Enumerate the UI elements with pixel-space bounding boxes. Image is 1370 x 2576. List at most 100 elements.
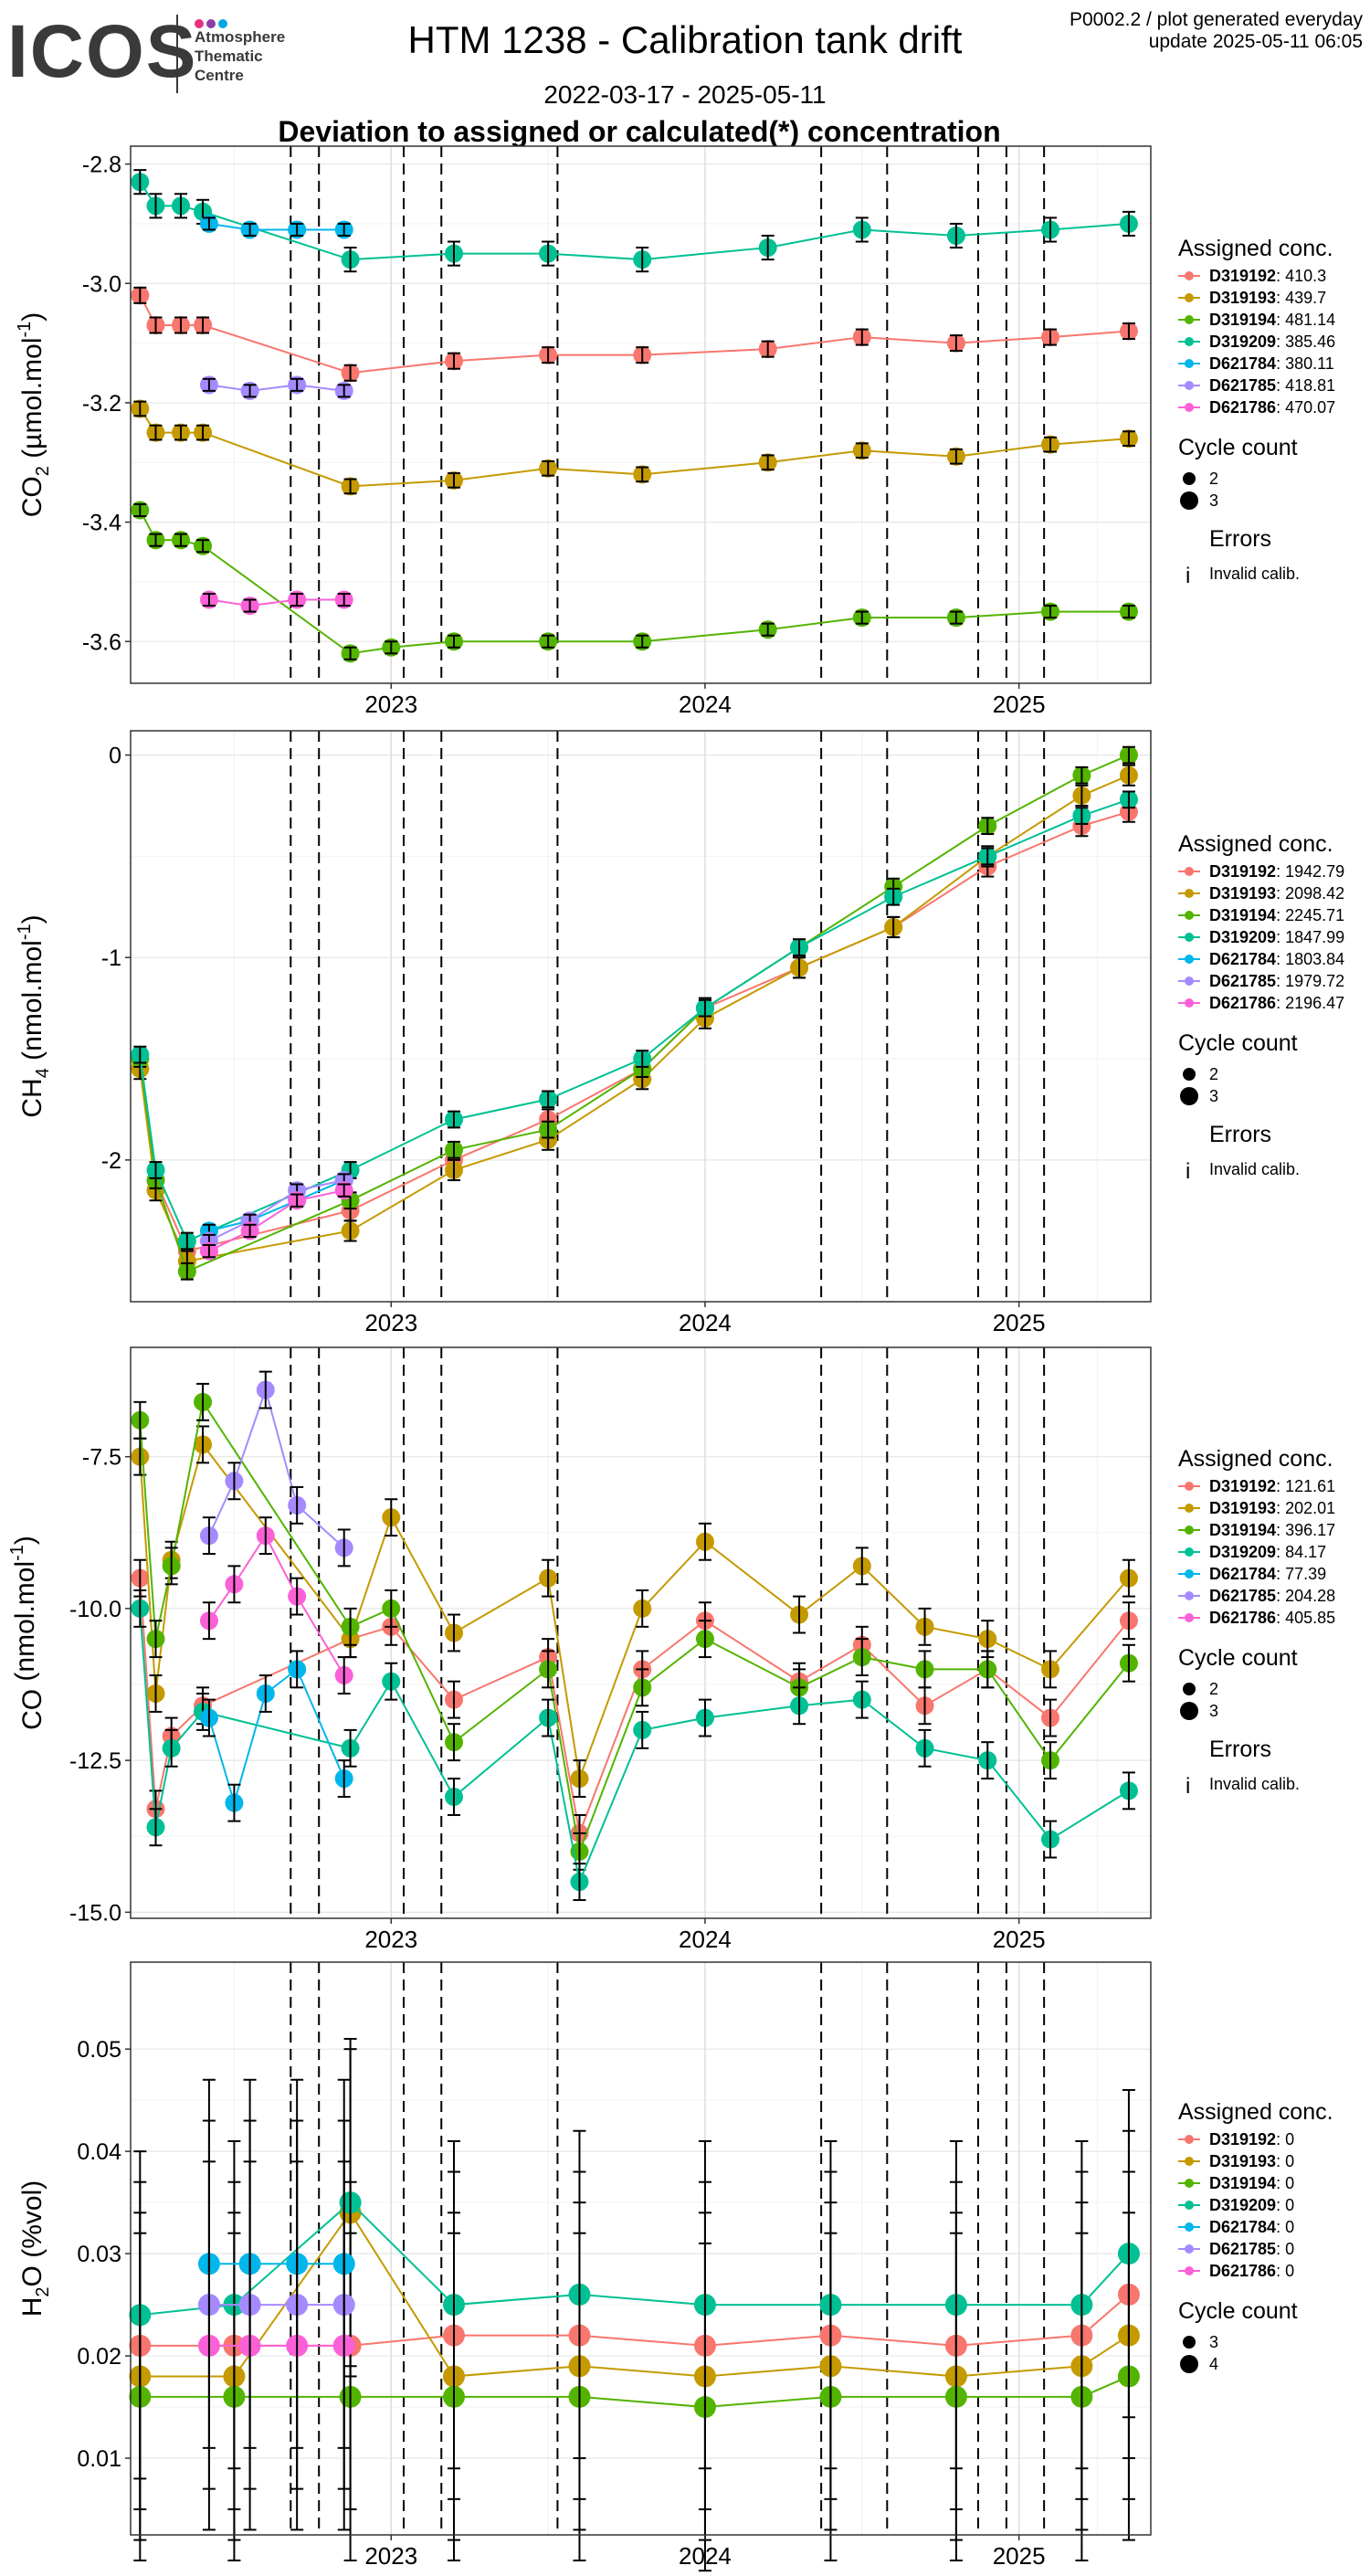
legend-key-point (1185, 911, 1194, 920)
legend-title: Assigned conc. (1178, 236, 1333, 261)
y-tick-label: -12.5 (69, 1748, 121, 1774)
legend-entry-value: : 396.17 (1276, 1521, 1335, 1539)
legend-entry-id: D319193 (1209, 289, 1276, 307)
legend-key-point (1185, 2244, 1194, 2254)
legend-size-label: 2 (1209, 470, 1218, 488)
legend-entry-value: : 0 (1276, 2262, 1294, 2280)
legend-entry-value: : 204.28 (1276, 1587, 1335, 1605)
y-axis-label-part: CO (17, 1689, 47, 1730)
legend-entry: D319193: 0 (1209, 2152, 1294, 2170)
legend-entry-value: : 1979.72 (1276, 972, 1344, 990)
y-axis-label: CO2 (µmol.mol-1) (15, 312, 53, 518)
y-tick-label: 0.02 (77, 2344, 121, 2370)
y-axis-label-part: -1 (15, 322, 35, 338)
series-D621786 (197, 2160, 355, 2531)
y-tick-label: 0.03 (77, 2242, 121, 2267)
logo-dot-blue (218, 19, 227, 28)
legend-entry-id: D319209 (1209, 928, 1276, 946)
y-axis-label-part: 2 (33, 466, 53, 476)
y-axis-label-part: ) (17, 312, 47, 322)
logo-subtitle-line: Atmosphere (195, 28, 286, 46)
legend-title: Assigned conc. (1178, 831, 1333, 857)
legend-entry-value: : 439.7 (1276, 289, 1326, 307)
x-tick-label: 2024 (679, 1309, 732, 1336)
legend-size-key (1183, 2336, 1196, 2349)
legend-key-point (1185, 2222, 1194, 2232)
legend-entry-value: : 380.11 (1276, 354, 1334, 373)
legend-entry-id: D319194 (1209, 311, 1276, 329)
plot-meta: P0002.2 / plot generated everyday update… (1070, 9, 1363, 53)
y-tick-label: 0.05 (77, 2037, 121, 2063)
legend-entry: D319209: 84.17 (1209, 1543, 1326, 1561)
legend-title: Errors (1209, 526, 1271, 552)
y-axis-label-part: CO (17, 476, 47, 517)
legend-title: Cycle count (1178, 1030, 1298, 1056)
legend-entry-id: D621786 (1209, 2262, 1276, 2280)
series-D621786 (199, 1181, 353, 1261)
y-axis-label-part: 4 (33, 1068, 53, 1078)
legend-key-point (1185, 2135, 1194, 2144)
legend-entry-id: D319209 (1209, 1543, 1276, 1561)
logo-subtitle-line: Thematic (195, 48, 263, 65)
legend-size-key (1180, 1702, 1198, 1720)
legend-entry: D319209: 1847.99 (1209, 928, 1344, 946)
legend-entry: D319192: 0 (1209, 2130, 1294, 2148)
legend-size-key (1180, 491, 1198, 510)
legend-entry: D621784: 1803.84 (1209, 950, 1344, 968)
legend-entry: D319192: 121.61 (1209, 1477, 1335, 1495)
legend-entry: D621786: 0 (1209, 2262, 1294, 2280)
legend-key-point (1185, 933, 1194, 942)
series-line (208, 1189, 344, 1252)
legend-error-label: Invalid calib. (1209, 1775, 1300, 1793)
legend-entry-id: D621785 (1209, 2240, 1276, 2258)
series-D319194 (131, 501, 1138, 663)
y-tick-label: -7.5 (82, 1445, 121, 1471)
legend-entry-id: D621784 (1209, 950, 1276, 968)
legend-key-point (1185, 1547, 1194, 1557)
legend-title: Cycle count (1178, 1645, 1298, 1671)
icos-logo: ICOS (7, 10, 198, 93)
y-axis-label-part: H (17, 2297, 47, 2317)
legend-size-label: 2 (1209, 1680, 1218, 1698)
legend-entry: D319194: 396.17 (1209, 1521, 1335, 1539)
legend-title: Assigned conc. (1178, 2099, 1333, 2125)
legend-key-point (1185, 2266, 1194, 2275)
x-tick-label: 2023 (364, 2542, 417, 2570)
y-tick-label: -3.4 (82, 511, 121, 536)
legend-key-point (1185, 1591, 1194, 1600)
legend-entry: D621784: 380.11 (1209, 354, 1334, 373)
legend-entry: D319193: 202.01 (1209, 1499, 1335, 1517)
legend-entry-id: D319194 (1209, 1521, 1276, 1539)
series-line (140, 2211, 1130, 2378)
y-axis-label-part: 2 (33, 2286, 53, 2296)
x-tick-label: 2023 (364, 1926, 417, 1953)
legend-size-key (1183, 1068, 1196, 1081)
legend-error-label: Invalid calib. (1209, 565, 1300, 583)
y-tick-label: -1 (101, 945, 121, 971)
panel-background (131, 1347, 1151, 1918)
legend-key-point (1185, 359, 1194, 368)
series-D319209 (129, 2037, 1140, 2480)
series-line (140, 2375, 1130, 2409)
legend-entry-value: : 1847.99 (1276, 928, 1344, 946)
legend-entry: D319194: 481.14 (1209, 311, 1335, 329)
legend-entry-id: D319209 (1209, 333, 1276, 351)
logo-dot-purple (206, 19, 216, 28)
legend-key-point (1185, 293, 1194, 302)
legend-key-point (1185, 867, 1194, 876)
legend-entry-value: : 385.46 (1276, 333, 1335, 351)
series-line (208, 1179, 344, 1242)
legend-key-point (1185, 337, 1194, 346)
legend-entry-value: : 1803.84 (1276, 950, 1344, 968)
legend-entry-id: D319192 (1209, 862, 1276, 881)
series-line (140, 2201, 1130, 2317)
series-D621786 (199, 590, 353, 616)
panel-frame (130, 145, 1152, 684)
legend-entry: D621785: 1979.72 (1209, 972, 1344, 990)
y-tick-label: -2.8 (82, 153, 121, 178)
legend-entry-value: : 2098.42 (1276, 884, 1344, 903)
panel-h2o: 0.05 0.04 0.03 0.02 0.01 2023 2024 2025 H2O (%vo… (17, 1961, 1333, 2572)
series-D319193 (131, 1425, 1138, 1799)
